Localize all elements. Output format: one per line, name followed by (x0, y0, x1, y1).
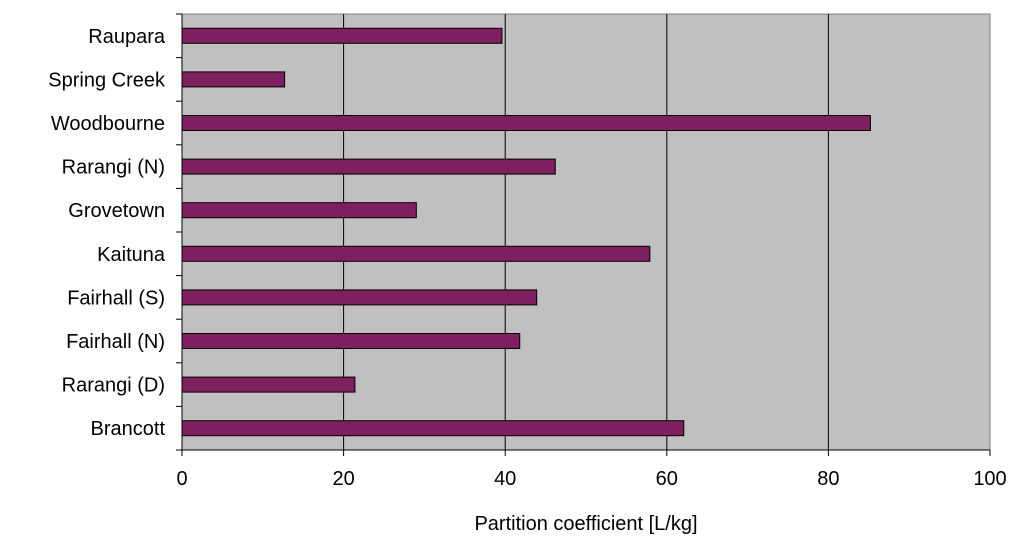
bar (181, 333, 521, 349)
bar (181, 289, 538, 306)
category-label: Rarangi (D) (62, 375, 165, 397)
category-label: Brancott (91, 418, 166, 440)
category-label: Spring Creek (48, 69, 166, 91)
category-label: Raupara (88, 26, 166, 48)
x-tick-label: 40 (494, 468, 516, 490)
x-axis-title: Partition coefficient [L/kg] (474, 513, 697, 535)
bar (181, 202, 417, 219)
category-label: Fairhall (S) (67, 287, 165, 309)
x-tick-label: 20 (332, 468, 354, 490)
x-tick-label: 60 (656, 468, 678, 490)
bar (181, 245, 651, 262)
x-tick-label: 80 (817, 468, 839, 490)
bar (181, 71, 286, 88)
bar (181, 115, 871, 131)
category-label: Kaituna (97, 244, 166, 266)
axes (176, 13, 991, 456)
category-label: Grovetown (68, 200, 165, 222)
category-label: Fairhall (N) (66, 331, 165, 353)
bar (181, 27, 503, 44)
category-label: Woodbourne (51, 113, 165, 135)
x-tick-label: 0 (176, 468, 187, 490)
bar (181, 376, 356, 393)
bars (181, 27, 871, 437)
category-label: Rarangi (N) (62, 157, 165, 179)
bar (181, 158, 556, 175)
bar (181, 420, 685, 437)
x-tick-label: 100 (973, 468, 1006, 490)
labels: 0 20 40 60 80 100 Raupara Spring Creek Woodbourn… (48, 26, 1006, 490)
